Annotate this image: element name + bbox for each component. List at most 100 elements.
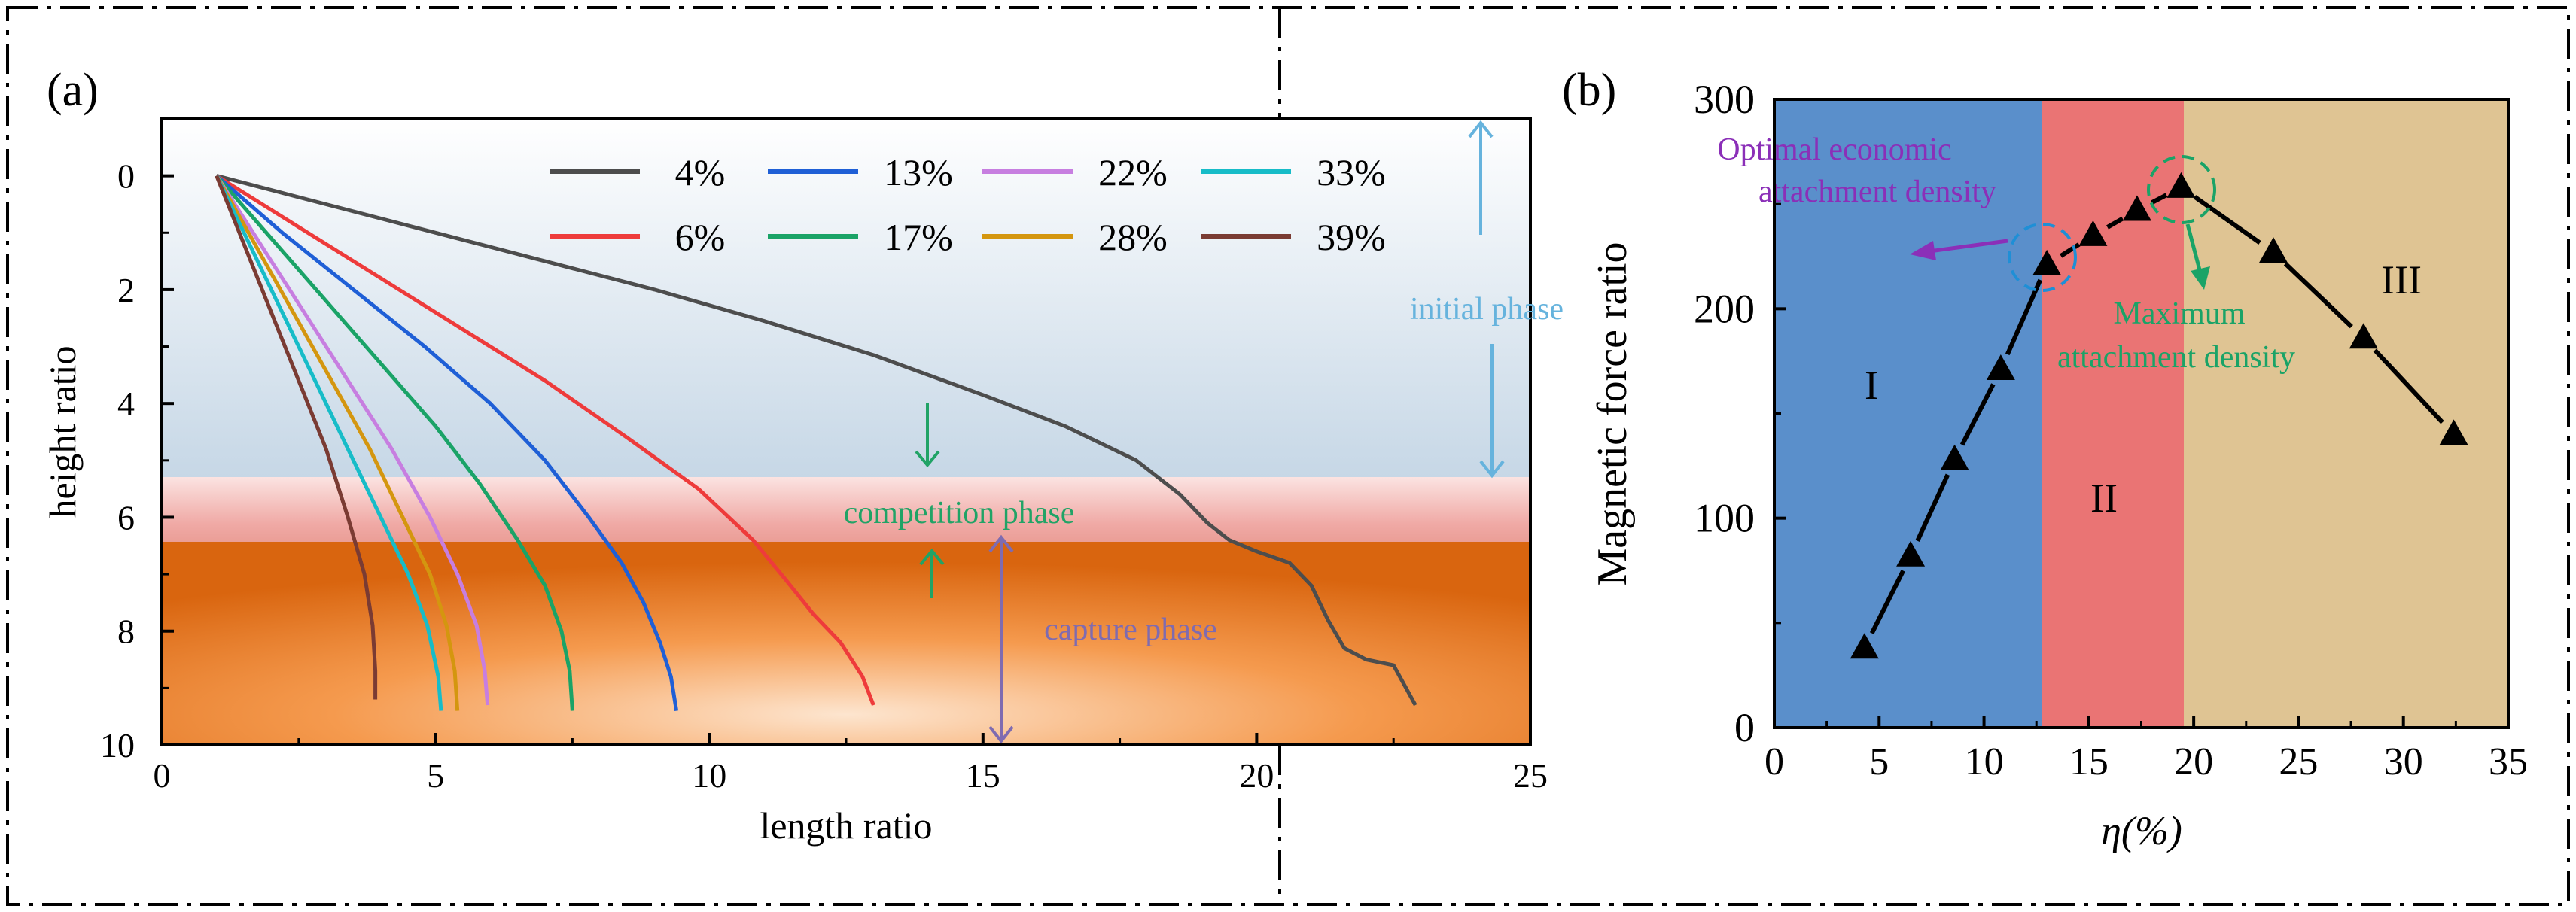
legend-label: 33% (1317, 151, 1386, 193)
annotation-initial-phase: initial phase (1410, 292, 1564, 327)
y-axis-title-b: Magnetic force ratio (1589, 242, 1636, 585)
data-point (2439, 419, 2468, 445)
ticks-a: 0 5 10 15 20 25 0 2 4 6 8 10 (100, 157, 1548, 795)
legend-item: 33% (1201, 151, 1386, 193)
curve-28pct (215, 175, 460, 711)
annotation-competition-phase: competition phase (844, 496, 1075, 530)
data-point (2032, 249, 2062, 275)
y-tick-label-a: 8 (117, 613, 135, 651)
y-axis-title-a: height ratio (41, 345, 84, 518)
competition-phase-arrows (915, 403, 945, 598)
curve-39pct (215, 175, 378, 700)
series-segment (2106, 216, 2124, 230)
y-tick-label-a: 0 (117, 157, 135, 196)
y-tick-label-b: 100 (1694, 496, 1755, 541)
y-tick-label-a: 4 (117, 385, 135, 423)
region-iii (2184, 99, 2508, 728)
x-tick-label-a: 20 (1239, 756, 1274, 795)
region-label-i: I (1865, 363, 1878, 408)
x-tick-label-b: 35 (2489, 740, 2528, 783)
legend-label: 22% (1098, 151, 1168, 193)
annotation-optimal-line2: attachment density (1758, 175, 1996, 209)
legend-label: 39% (1317, 216, 1386, 258)
panel-b-label: (b) (1562, 65, 1616, 116)
ticks-b: 0 5 10 15 20 25 30 35 0 100 200 300 (1694, 77, 2528, 783)
x-tick-label-b: 0 (1765, 740, 1784, 783)
data-point (2122, 195, 2151, 221)
series-segment (2060, 242, 2081, 258)
annotation-maximum-line1: Maximum (2114, 296, 2246, 331)
series-b (1850, 172, 2468, 659)
y-tick-label-b: 0 (1734, 705, 1755, 750)
legend-item: 22% (982, 151, 1168, 193)
x-tick-label-b: 30 (2384, 740, 2423, 783)
x-tick-label-a: 10 (692, 756, 726, 795)
legend-item: 13% (768, 151, 953, 193)
capture-phase-arrow (988, 534, 1014, 744)
data-point (2349, 323, 2378, 349)
series-segment (1959, 383, 1996, 446)
data-point (2166, 172, 2196, 198)
curve-22pct (215, 175, 490, 706)
x-tick-label-b: 10 (1965, 740, 2004, 783)
data-point (1940, 444, 1969, 470)
curve-13pct (215, 174, 679, 711)
panel-a: (a) 0 5 10 15 20 25 0 2 4 6 8 10 length ratio heigh… (41, 65, 1564, 847)
legend-item: 17% (768, 216, 953, 258)
data-point (1896, 540, 1926, 567)
x-axis-title-b: η(%) (2101, 808, 2182, 853)
data-point (2259, 237, 2288, 263)
panel-a-label: (a) (47, 65, 99, 116)
region-ii (2042, 99, 2184, 728)
y-tick-label-a: 10 (100, 726, 135, 765)
series-segment (1915, 473, 1950, 543)
legend-label: 13% (884, 151, 953, 193)
series-curves-a (215, 174, 1417, 711)
data-point (2078, 220, 2108, 246)
annotation-maximum-line2: attachment density (2057, 340, 2295, 375)
legend-label: 17% (884, 216, 953, 258)
series-segment (2283, 262, 2353, 329)
series-segment (2005, 278, 2043, 356)
series-segment (2193, 195, 2261, 245)
highlight-circle-maximum (2147, 155, 2216, 224)
arrow-optimal (1910, 239, 2008, 260)
series-segment (2373, 348, 2444, 424)
series-segment (2151, 193, 2168, 205)
legend-label: 6% (675, 216, 726, 258)
data-point (1850, 633, 1879, 659)
curve-17pct (215, 174, 574, 711)
curve-6pct (215, 174, 875, 706)
x-tick-label-b: 20 (2174, 740, 2213, 783)
x-tick-label-a: 15 (966, 756, 1000, 795)
y-tick-label-b: 200 (1694, 286, 1755, 331)
legend-item: 28% (982, 216, 1168, 258)
region-label-iii: III (2381, 257, 2422, 302)
band-capture-phase (162, 542, 1530, 745)
x-tick-label-a: 25 (1513, 756, 1548, 795)
x-tick-label-b: 25 (2279, 740, 2318, 783)
band-initial-phase (162, 119, 1530, 479)
initial-phase-arrow (1468, 120, 1505, 479)
legend-item: 6% (550, 216, 725, 258)
legend-label: 4% (675, 151, 726, 193)
arrow-maximum (2185, 223, 2210, 290)
legend-item: 39% (1201, 216, 1386, 258)
panel-b: (b) I II III Optimal economic attachment… (1562, 65, 2528, 853)
x-tick-label-b: 15 (2069, 740, 2109, 783)
outer-frame (6, 6, 2570, 906)
annotation-optimal-line1: Optimal economic (1717, 132, 1951, 167)
region-label-ii: II (2090, 476, 2118, 521)
legend-item: 4% (550, 151, 725, 193)
region-i (1774, 99, 2042, 728)
y-tick-label-a: 2 (117, 271, 135, 309)
series-segment (1869, 570, 1905, 634)
x-tick-label-a: 0 (154, 756, 171, 795)
curve-4pct (216, 174, 1417, 707)
data-point (1986, 354, 2015, 381)
x-axis-title-a: length ratio (760, 804, 932, 847)
y-tick-label-a: 6 (117, 498, 135, 537)
x-tick-label-b: 5 (1869, 740, 1889, 783)
annotation-capture-phase: capture phase (1044, 613, 1217, 647)
